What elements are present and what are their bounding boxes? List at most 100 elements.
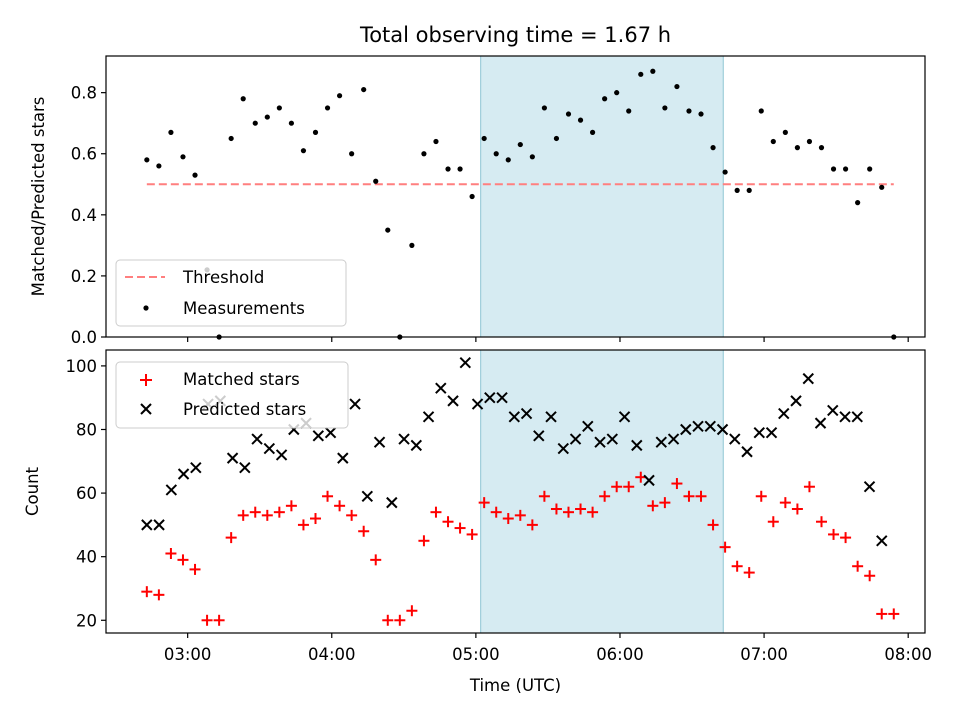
- matched-star-point: [273, 506, 285, 518]
- predicted-star-point: [704, 420, 716, 433]
- ratio-panel: 0.0 0.2 0.4 0.6 0.8 Total observing time = 1…: [29, 23, 926, 347]
- matched-star-point: [803, 481, 815, 493]
- measurement-point: [770, 138, 776, 145]
- matched-star-point: [562, 506, 574, 518]
- matched-star-point: [358, 525, 370, 537]
- matched-star-point: [478, 497, 490, 509]
- measurement-point: [638, 71, 644, 77]
- measurement-point: [457, 166, 463, 172]
- legend-predicted-label: Predicted stars: [183, 400, 306, 419]
- measurement-point: [517, 141, 523, 148]
- measurement-point: [577, 117, 584, 123]
- matched-star-point: [454, 522, 466, 534]
- predicted-star-point: [226, 452, 239, 464]
- predicted-star-point: [520, 407, 533, 420]
- predicted-star-point: [471, 398, 484, 410]
- predicted-star-point: [508, 411, 521, 423]
- measurement-point: [300, 148, 307, 154]
- measurement-point: [650, 68, 656, 74]
- measurement-point: [602, 96, 608, 102]
- predicted-star-point: [765, 426, 778, 439]
- predicted-star-point: [251, 433, 263, 445]
- matched-star-point: [201, 614, 213, 626]
- measurement-point: [192, 172, 198, 178]
- predicted-star-point: [557, 442, 570, 455]
- predicted-star-point: [667, 433, 680, 445]
- ratio-y-tick-label: 0.4: [71, 206, 97, 225]
- matched-star-point: [237, 509, 249, 521]
- matched-star-point: [261, 509, 273, 521]
- measurement-point: [662, 105, 668, 111]
- matched-star-point: [864, 570, 876, 582]
- count-y-tick-label: 40: [76, 548, 97, 567]
- predicted-star-point: [729, 433, 741, 445]
- measurement-point: [168, 129, 174, 135]
- predicted-star-point: [422, 411, 435, 423]
- observing-window-shade: [480, 55, 724, 338]
- measurement-point: [565, 111, 572, 117]
- predicted-star-point: [410, 439, 423, 452]
- measurement-point: [240, 96, 246, 102]
- predicted-star-point: [692, 420, 704, 433]
- matched-star-point: [502, 513, 514, 525]
- count-legend-box: [115, 361, 349, 429]
- predicted-star-point: [459, 357, 472, 369]
- matched-star-point: [538, 490, 550, 502]
- measurement-point: [529, 154, 535, 160]
- matched-star-point: [815, 516, 827, 528]
- predicted-star-point: [655, 436, 667, 448]
- matched-star-point: [309, 513, 321, 525]
- measurement-point: [758, 108, 764, 114]
- measurement-point: [349, 151, 355, 157]
- matched-star-point: [213, 614, 225, 626]
- matched-stars-points: [141, 471, 900, 626]
- legend-matched-swatch: [140, 374, 152, 386]
- ratio-y-ticks: 0.0 0.2 0.4 0.6 0.8: [71, 84, 106, 347]
- matched-star-point: [177, 554, 189, 566]
- matched-star-point: [731, 560, 743, 572]
- ratio-y-axis-label: Matched/Predicted stars: [29, 97, 48, 297]
- count-y-tick-label: 80: [76, 420, 97, 439]
- count-x-tick-label: 04:00: [308, 645, 356, 664]
- matched-star-point: [346, 509, 358, 521]
- predicted-star-point: [814, 417, 827, 429]
- predicted-star-point: [141, 519, 153, 531]
- matched-star-point: [370, 554, 382, 566]
- predicted-star-point: [190, 461, 202, 474]
- matched-star-point: [430, 506, 442, 518]
- predicted-star-point: [790, 395, 802, 407]
- measurement-point: [276, 105, 282, 111]
- matched-star-point: [225, 532, 237, 544]
- matched-star-point: [755, 490, 767, 502]
- measurement-point: [818, 145, 825, 151]
- predicted-star-point: [643, 474, 655, 487]
- count-x-ticks: 03:00 04:00 05:00 06:00 07:00 08:00: [164, 633, 932, 664]
- measurement-point: [674, 83, 680, 90]
- measurement-point: [252, 120, 258, 126]
- predicted-star-point: [533, 430, 545, 442]
- chart-title: Total observing time = 1.67 h: [359, 23, 671, 47]
- measurement-point: [746, 187, 752, 193]
- matched-star-point: [334, 500, 346, 512]
- predicted-star-point: [177, 468, 190, 480]
- matched-star-point: [514, 509, 526, 521]
- matched-star-point: [141, 586, 153, 598]
- matched-star-point: [322, 490, 334, 502]
- measurement-point: [806, 138, 813, 145]
- measurement-point: [830, 166, 837, 172]
- matched-star-point: [707, 519, 719, 531]
- ratio-y-tick-label: 0.2: [71, 267, 97, 286]
- count-y-tick-label: 60: [76, 484, 97, 503]
- measurement-point: [710, 145, 716, 151]
- predicted-star-point: [594, 436, 606, 448]
- predicted-star-point: [778, 407, 790, 420]
- measurement-point: [626, 108, 632, 114]
- matched-star-point: [394, 614, 406, 626]
- predicted-star-point: [239, 461, 251, 474]
- predicted-stars-points: [141, 357, 888, 547]
- x-axis-label: Time (UTC): [469, 676, 561, 695]
- matched-star-point: [490, 506, 502, 518]
- predicted-star-point: [165, 484, 178, 496]
- predicted-star-point: [851, 411, 863, 423]
- matched-star-point: [876, 608, 888, 620]
